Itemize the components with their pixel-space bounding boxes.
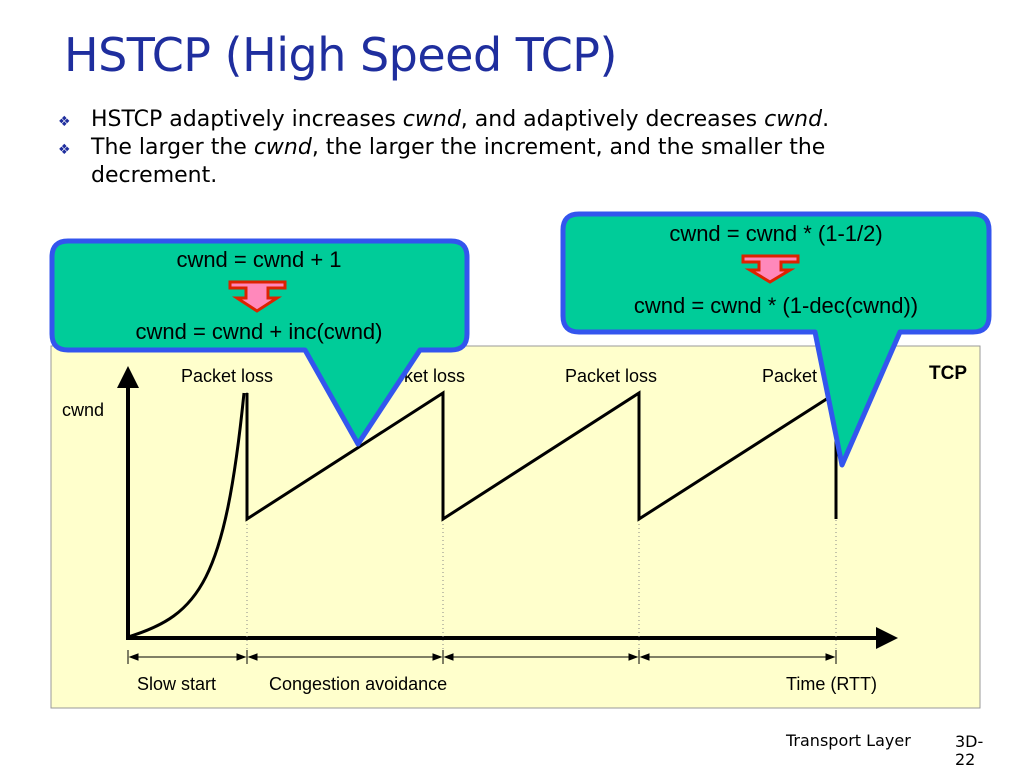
loss-label-3: Packet loss [565, 366, 657, 386]
phase-label-slow-start: Slow start [137, 674, 216, 694]
slide-title: HSTCP (High Speed TCP) [64, 28, 618, 82]
bullet-text: , the larger the increment, and the smal… [91, 135, 826, 188]
bullet-list: ❖ HSTCP adaptively increases cwnd, and a… [55, 106, 935, 190]
bullet-item-2: ❖ The larger the cwnd, the larger the in… [55, 134, 935, 190]
x-axis-label: Time (RTT) [786, 674, 877, 694]
loss-label-1: Packet loss [181, 366, 273, 386]
plot-background [50, 345, 981, 709]
callout-decrease: cwnd = cwnd * (1-1/2) cwnd = cwnd * (1-d… [560, 211, 992, 468]
down-arrow-icon [228, 280, 287, 313]
callout-increase-line2: cwnd = cwnd + inc(cwnd) [136, 319, 383, 344]
footer-label: Transport Layer [786, 731, 911, 750]
sawtooth-curve [245, 390, 838, 522]
phase-brackets [127, 650, 837, 664]
bullet-item-1: ❖ HSTCP adaptively increases cwnd, and a… [55, 106, 935, 134]
bullet-text: . [822, 107, 830, 132]
bullet-text: , and adaptively decreases [460, 107, 765, 132]
bullet-text: HSTCP adaptively increases [91, 107, 403, 132]
bullet-emphasis: cwnd [764, 107, 823, 132]
bullet-emphasis: cwnd [253, 135, 312, 160]
y-axis-label: cwnd [62, 400, 104, 420]
page-number: 3D-22 [955, 732, 984, 769]
slow-start-curve [127, 392, 246, 639]
bullet-emphasis: cwnd [402, 107, 461, 132]
bullet-text: The larger the [91, 135, 254, 160]
phase-label-congestion-avoidance: Congestion avoidance [269, 674, 447, 694]
diamond-bullet-icon: ❖ [58, 114, 71, 130]
down-arrow-icon [741, 254, 800, 284]
y-axis-arrow-icon [117, 366, 139, 388]
x-axis-arrow-icon [876, 627, 898, 649]
callout-decrease-line1: cwnd = cwnd * (1-1/2) [669, 221, 882, 246]
callout-decrease-line2: cwnd = cwnd * (1-dec(cwnd)) [634, 293, 918, 318]
callout-increase-line1: cwnd = cwnd + 1 [176, 247, 341, 272]
diamond-bullet-icon: ❖ [58, 142, 71, 158]
callout-increase: cwnd = cwnd + 1 cwnd = cwnd + inc(cwnd) [49, 238, 470, 447]
corner-label-tcp: TCP [929, 363, 967, 384]
